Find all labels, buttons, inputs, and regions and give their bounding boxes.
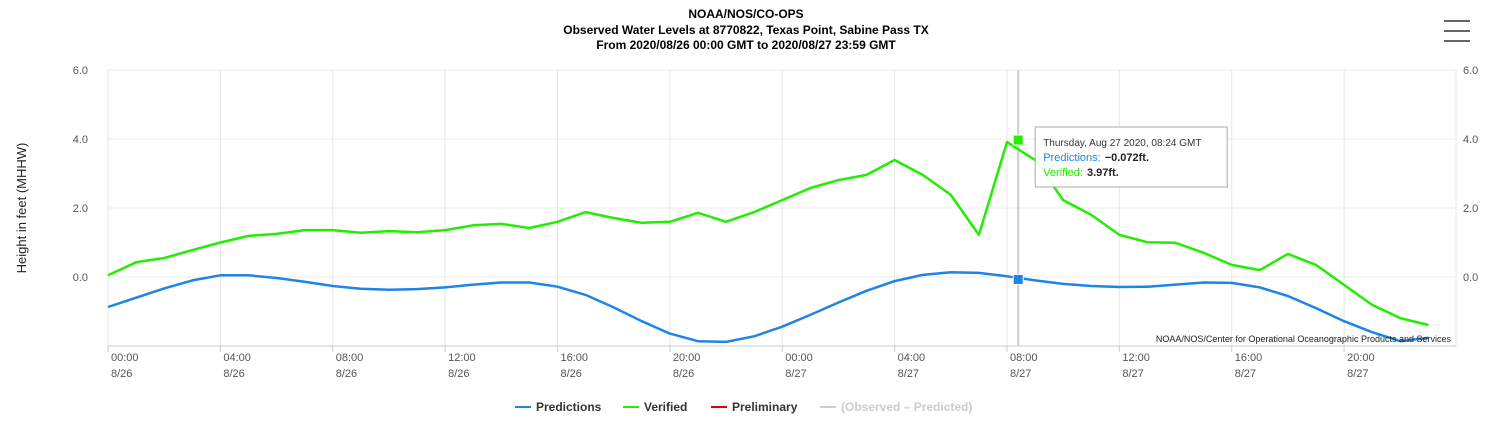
x-tick-label: 8/26 <box>336 368 357 380</box>
x-tick-label: 8/26 <box>223 368 244 380</box>
legend-label: Preliminary <box>732 400 798 414</box>
y-axis-label: Height in feet (MHHW) <box>14 143 29 274</box>
x-tick-label: 20:00 <box>1347 352 1375 364</box>
legend-item[interactable]: (Observed – Predicted) <box>820 400 972 414</box>
hover-marker <box>1012 273 1024 285</box>
x-tick-label: 8/27 <box>1235 368 1256 380</box>
tooltip-row: Verified: 3.97ft. <box>1043 167 1119 179</box>
y-tick-label: 6.0 <box>73 65 88 77</box>
legend-item[interactable]: Predictions <box>515 400 602 414</box>
y2-tick-label: 4.0 <box>1463 134 1478 146</box>
x-tick-label: 00:00 <box>111 352 139 364</box>
tooltip: Thursday, Aug 27 2020, 08:24 GMT Predicti… <box>1034 126 1228 188</box>
hover-marker <box>1012 134 1024 146</box>
x-tick-label: 00:00 <box>785 352 813 364</box>
x-tick-label: 8/27 <box>1122 368 1143 380</box>
series-line <box>107 140 1429 327</box>
tooltip-value: −0.072ft. <box>1105 152 1149 164</box>
tooltip-header: Thursday, Aug 27 2020, 08:24 GMT <box>1043 138 1201 149</box>
x-tick-label: 8/27 <box>1347 368 1368 380</box>
x-tick-label: 8/27 <box>1010 368 1031 380</box>
chart-subtitle: From 2020/08/26 00:00 GMT to 2020/08/27 … <box>596 38 896 52</box>
credits: NOAA/NOS/Center for Operational Oceanogr… <box>1156 334 1452 344</box>
x-tick-label: 16:00 <box>560 352 588 364</box>
x-tick-label: 20:00 <box>673 352 701 364</box>
y-tick-label: 4.0 <box>73 134 88 146</box>
x-tick-label: 08:00 <box>1010 352 1038 364</box>
legend-item[interactable]: Preliminary <box>711 400 798 414</box>
x-tick-label: 8/27 <box>898 368 919 380</box>
x-tick-label: 12:00 <box>448 352 476 364</box>
y2-tick-label: 0.0 <box>1463 272 1478 284</box>
x-tick-label: 08:00 <box>336 352 364 364</box>
x-tick-label: 16:00 <box>1235 352 1263 364</box>
series-line <box>107 270 1429 344</box>
x-tick-label: 8/26 <box>448 368 469 380</box>
legend-label: Verified <box>644 400 687 414</box>
x-tick-label: 12:00 <box>1122 352 1150 364</box>
legend-label: Predictions <box>536 400 602 414</box>
tooltip-box <box>1034 126 1228 188</box>
y-tick-label: 0.0 <box>73 272 88 284</box>
y2-tick-label: 2.0 <box>1463 203 1478 215</box>
tooltip-row: Predictions: −0.072ft. <box>1043 152 1149 164</box>
legend-label: (Observed – Predicted) <box>841 400 972 414</box>
legend-item[interactable]: Verified <box>623 400 687 414</box>
x-tick-label: 8/26 <box>673 368 694 380</box>
tooltip-series-name: Verified: <box>1043 167 1083 179</box>
chart-title: NOAA/NOS/CO-OPS <box>688 7 803 21</box>
x-tick-label: 8/26 <box>111 368 132 380</box>
y2-tick-label: 6.0 <box>1463 65 1478 77</box>
chart-subtitle: Observed Water Levels at 8770822, Texas … <box>563 23 929 37</box>
x-tick-label: 8/26 <box>560 368 581 380</box>
x-tick-label: 8/27 <box>785 368 806 380</box>
y-tick-label: 2.0 <box>73 203 88 215</box>
tooltip-series-name: Predictions: <box>1043 152 1100 164</box>
x-tick-label: 04:00 <box>898 352 926 364</box>
menu-button[interactable] <box>1440 16 1472 46</box>
tooltip-value: 3.97ft. <box>1087 167 1119 179</box>
x-tick-label: 04:00 <box>223 352 251 364</box>
